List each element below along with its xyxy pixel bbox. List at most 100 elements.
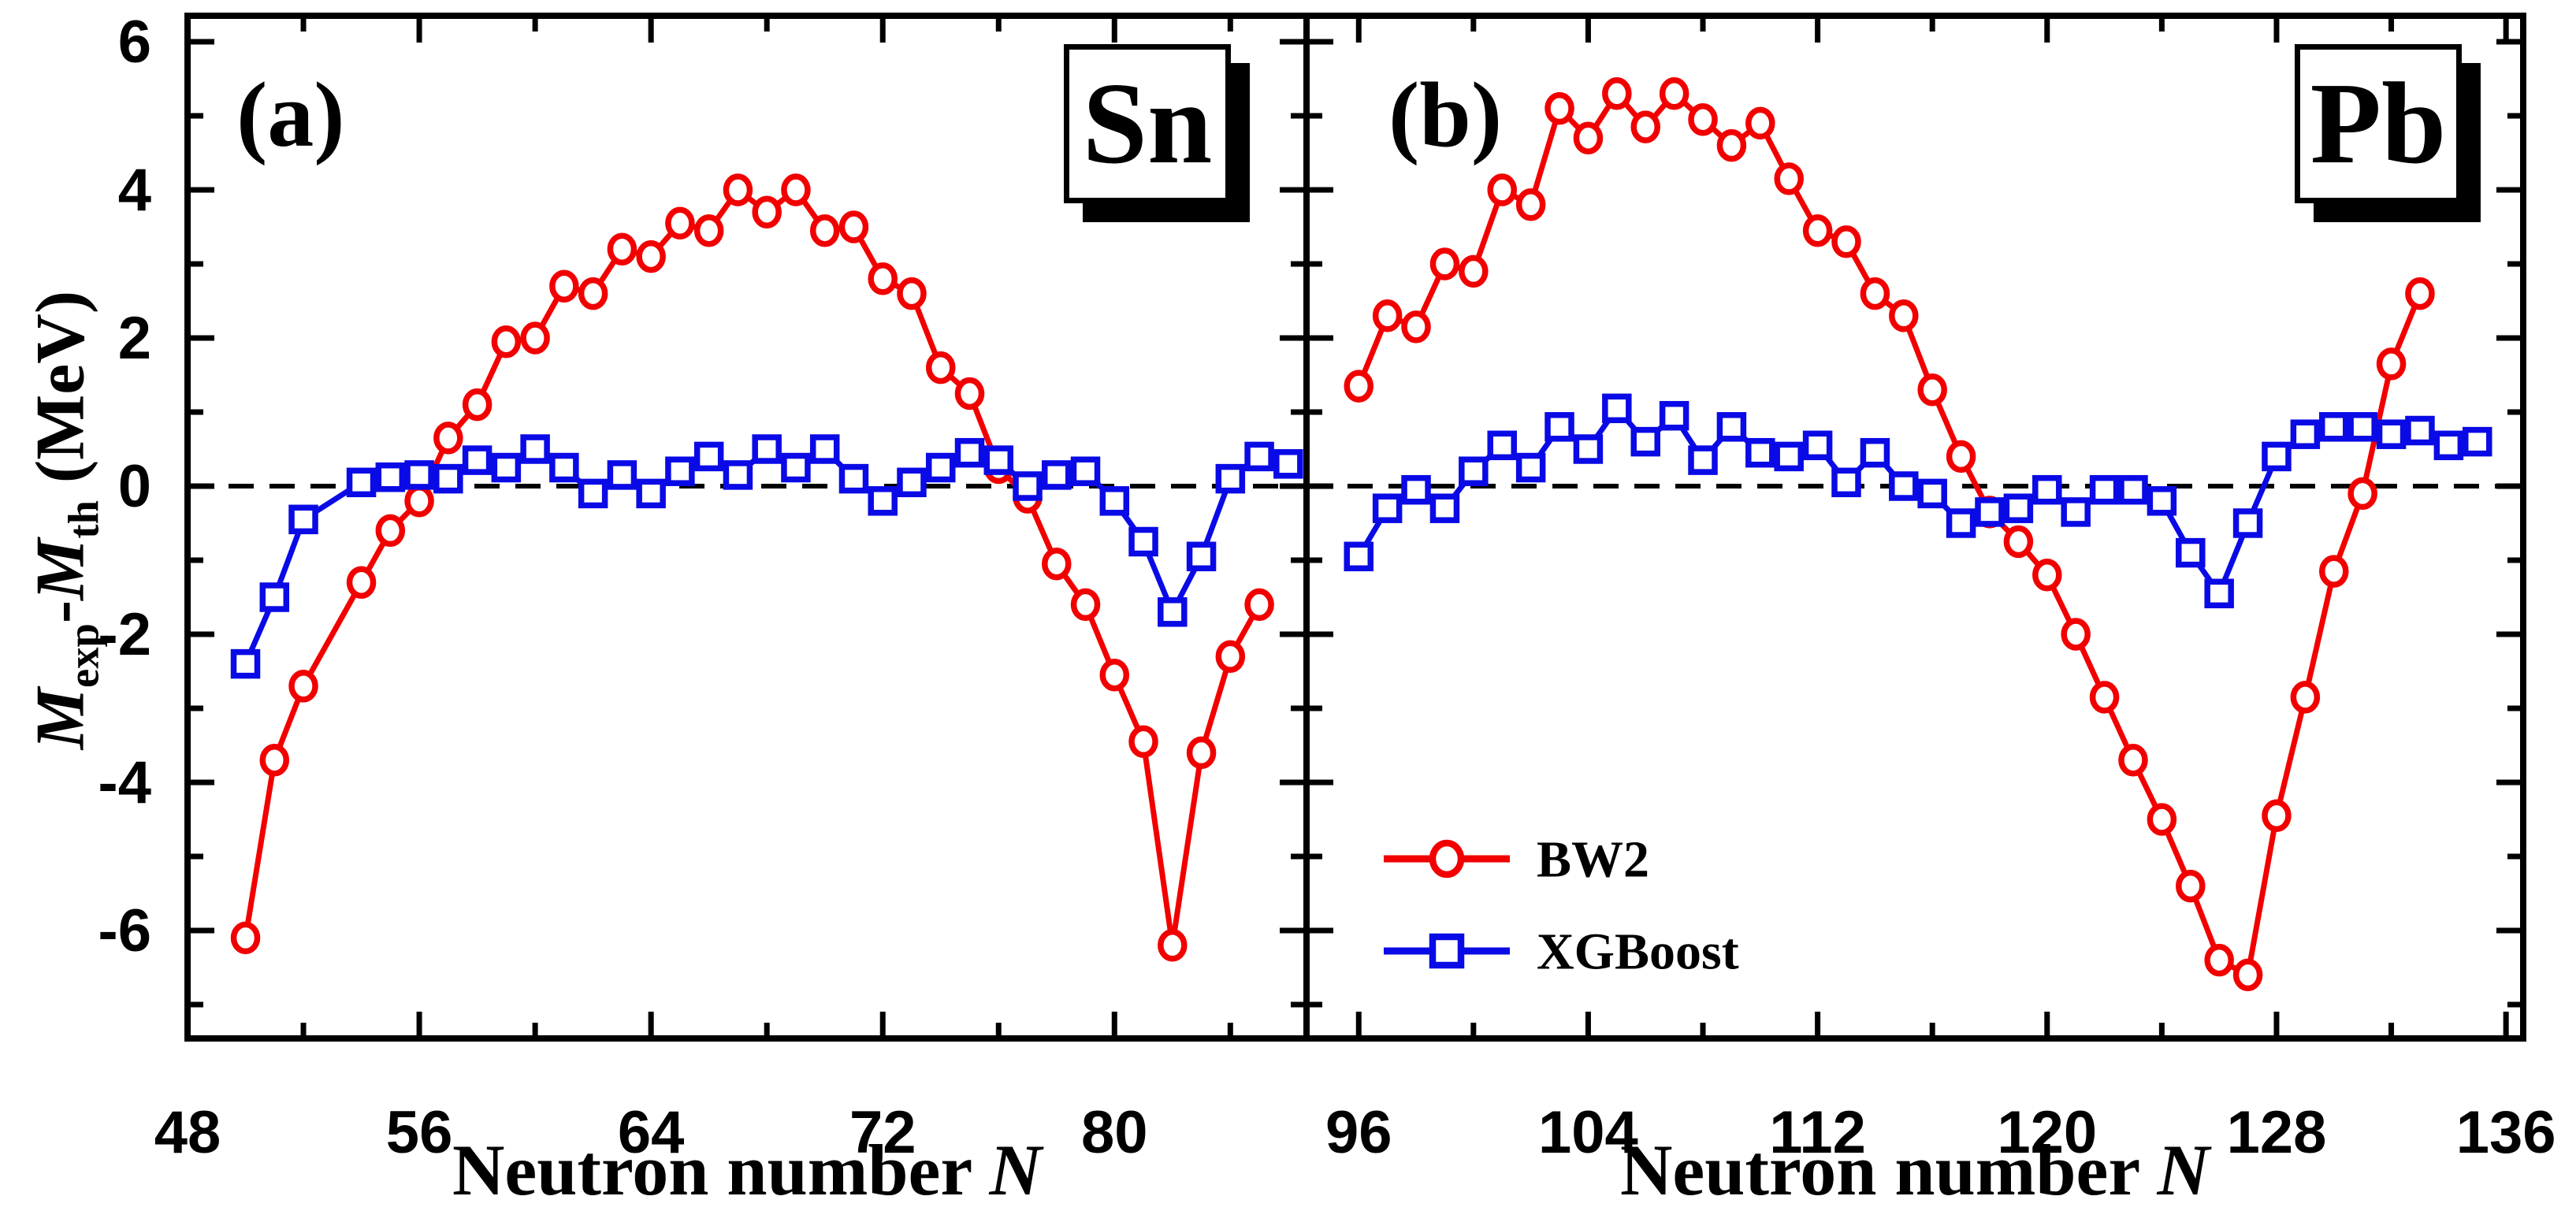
marker-square-xgboost [723, 460, 753, 490]
marker-square-xgboost [1186, 541, 1217, 572]
marker-square-xgboost [1630, 426, 1660, 457]
marker-circle-bw2 [1344, 370, 1373, 403]
marker-square-xgboost [404, 460, 434, 490]
marker-circle-bw2 [723, 173, 753, 206]
marker-square-xgboost [1917, 478, 1947, 509]
marker-square-xgboost [259, 582, 290, 612]
marker-square-xgboost [1459, 456, 1489, 486]
marker-circle-bw2 [2262, 799, 2292, 833]
marker-square-xgboost [2262, 441, 2292, 472]
marker-circle-bw2 [2176, 869, 2206, 903]
legend-marker-circle [1429, 839, 1465, 879]
marker-circle-bw2 [288, 670, 318, 703]
marker-circle-bw2 [1802, 214, 1833, 247]
marker-square-xgboost [2347, 412, 2377, 442]
marker-circle-bw2 [1429, 247, 1460, 280]
marker-square-xgboost [781, 452, 811, 483]
x-axis-title-variable: N [2157, 1130, 2210, 1210]
marker-circle-bw2 [897, 277, 927, 310]
marker-square-xgboost [1774, 441, 1804, 472]
marker-circle-bw2 [1401, 310, 1431, 344]
x-tick-label: 64 [618, 1099, 685, 1166]
marker-square-xgboost [1802, 430, 1833, 461]
marker-square-xgboost [809, 434, 840, 464]
marker-square-xgboost [838, 463, 869, 494]
marker-circle-bw2 [1917, 373, 1947, 407]
marker-square-xgboost [2147, 486, 2177, 516]
marker-square-xgboost [2032, 474, 2062, 505]
marker-square-xgboost [1946, 508, 1976, 538]
x-axis-title-variable: N [989, 1130, 1042, 1210]
marker-square-xgboost [491, 452, 522, 483]
x-tick-label: 96 [1325, 1099, 1392, 1166]
panel-a-tag: (a) [236, 63, 345, 166]
marker-square-xgboost [1042, 460, 1072, 490]
y-title-sub-th: th [59, 500, 108, 539]
element-box-pb: Pb [2295, 44, 2462, 203]
marker-circle-bw2 [838, 210, 869, 243]
marker-circle-bw2 [549, 269, 579, 303]
marker-square-xgboost [693, 441, 724, 472]
marker-circle-bw2 [1128, 725, 1158, 759]
x-tick-label: 104 [1538, 1099, 1638, 1166]
marker-square-xgboost [1860, 437, 1890, 468]
marker-square-xgboost [1831, 467, 1861, 498]
marker-circle-bw2 [1215, 640, 1246, 673]
marker-square-xgboost [1487, 430, 1517, 461]
x-tick-label: 72 [849, 1099, 916, 1166]
marker-circle-bw2 [2232, 958, 2263, 992]
marker-circle-bw2 [404, 485, 434, 518]
marker-circle-bw2 [375, 514, 406, 548]
marker-circle-bw2 [2319, 555, 2349, 588]
marker-circle-bw2 [462, 388, 493, 422]
y-tick-label: -4 [98, 749, 151, 816]
marker-square-xgboost [549, 452, 579, 483]
marker-square-xgboost [2176, 537, 2206, 568]
marker-square-xgboost [375, 462, 406, 492]
marker-circle-bw2 [1745, 106, 1775, 140]
y-tick-label: -6 [98, 897, 151, 964]
element-box-sn: Sn [1064, 44, 1231, 203]
marker-circle-bw2 [636, 240, 666, 273]
x-tick-label: 136 [2456, 1099, 2556, 1166]
marker-square-xgboost [1158, 597, 1188, 627]
panel-Pb-plot-area [1307, 77, 2523, 992]
marker-circle-bw2 [2405, 277, 2435, 310]
marker-square-xgboost [1244, 441, 1274, 472]
y-tick-label: 2 [118, 305, 151, 372]
marker-square-xgboost [2433, 430, 2464, 461]
x-axis-title-panel-a: Neutron number N [274, 1128, 1220, 1211]
marker-square-xgboost [868, 486, 898, 516]
marker-square-xgboost [1429, 493, 1460, 523]
marker-circle-bw2 [259, 744, 290, 777]
marker-square-xgboost [433, 463, 463, 494]
marker-circle-bw2 [1630, 110, 1660, 143]
x-tick-label: 48 [154, 1099, 221, 1166]
marker-square-xgboost [1573, 434, 1604, 464]
y-tick-label: 0 [118, 453, 151, 520]
marker-square-xgboost [2376, 419, 2407, 449]
marker-square-xgboost [2232, 508, 2263, 538]
marker-circle-bw2 [2061, 618, 2091, 651]
marker-square-xgboost [1070, 456, 1101, 486]
marker-square-xgboost [1099, 486, 1130, 516]
marker-circle-bw2 [809, 214, 840, 247]
y-title-m-th: M [22, 538, 99, 600]
marker-square-xgboost [752, 434, 782, 464]
marker-square-xgboost [2061, 497, 2091, 527]
marker-square-xgboost [2118, 474, 2148, 505]
marker-circle-bw2 [2147, 803, 2177, 836]
marker-circle-bw2 [665, 206, 695, 240]
panel-frame-Pb [1303, 13, 2526, 1042]
panel-b-tag: (b) [1388, 63, 1503, 166]
marker-square-xgboost [607, 460, 637, 490]
x-tick-label: 128 [2227, 1099, 2327, 1166]
marker-circle-bw2 [868, 262, 898, 295]
marker-square-xgboost [2204, 578, 2234, 609]
marker-square-xgboost [2405, 415, 2435, 446]
x-tick-label: 80 [1081, 1099, 1148, 1166]
marker-circle-bw2 [520, 321, 550, 355]
marker-circle-bw2 [491, 325, 522, 358]
marker-square-xgboost [1273, 449, 1303, 479]
marker-circle-bw2 [1946, 440, 1976, 474]
